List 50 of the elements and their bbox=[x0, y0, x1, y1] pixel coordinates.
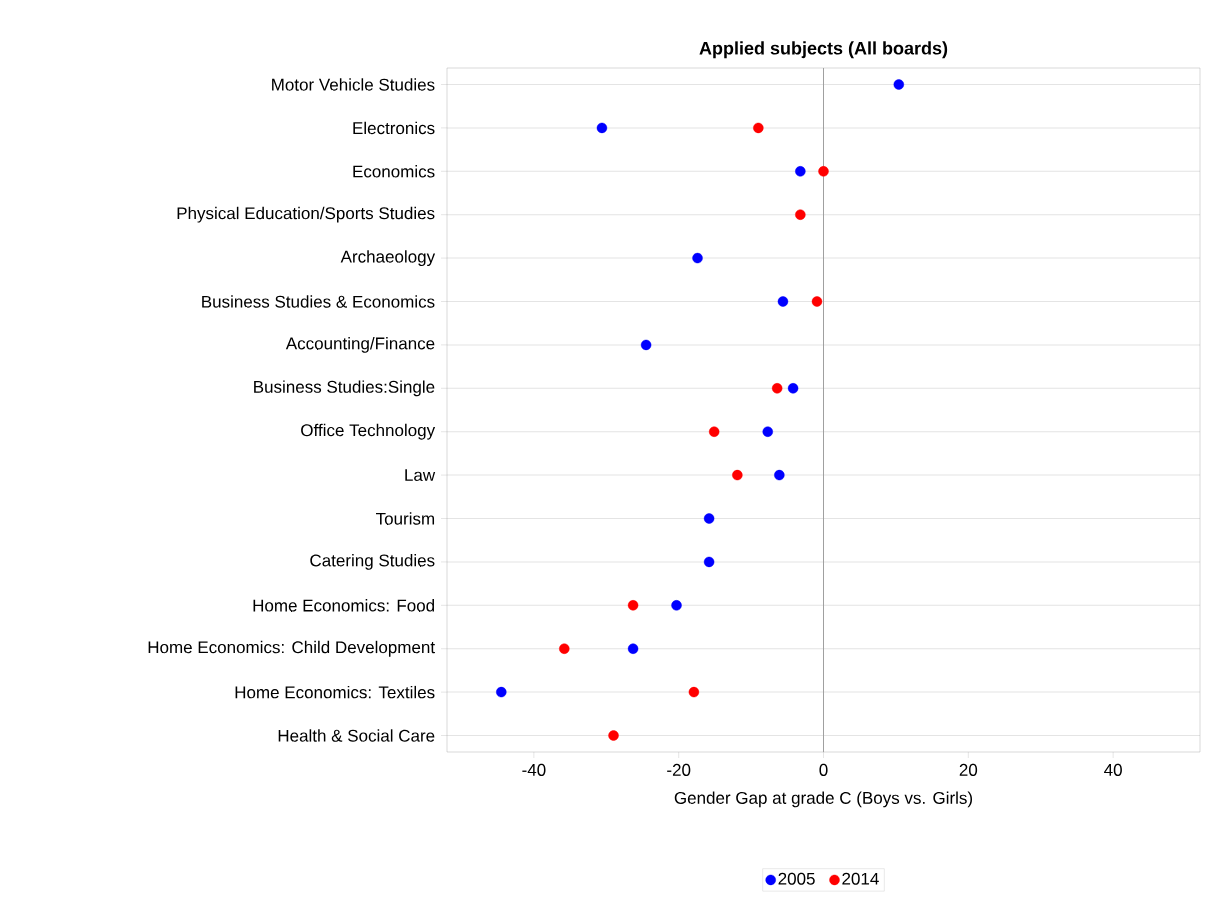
point bbox=[774, 469, 785, 481]
x-tick-label: -20 bbox=[667, 763, 691, 776]
y-tick-label: Archaeology bbox=[340, 250, 436, 267]
y-tick-label: Office Technology bbox=[301, 423, 436, 440]
y-tick-label: Business Studies & Economics bbox=[202, 295, 435, 308]
x-tick-label: -40 bbox=[522, 763, 546, 776]
y-tick-label: Tourism bbox=[376, 512, 435, 525]
point bbox=[692, 252, 703, 264]
point bbox=[559, 643, 570, 654]
point bbox=[703, 556, 715, 568]
point bbox=[688, 686, 700, 698]
point bbox=[596, 122, 608, 134]
y-tick-label: Health & Social Care bbox=[278, 729, 435, 742]
point bbox=[640, 339, 652, 351]
point bbox=[703, 513, 715, 524]
y-tick-label: Electronics bbox=[353, 121, 435, 135]
point bbox=[708, 426, 720, 437]
y-tick-label: Business Studies:Single bbox=[254, 380, 435, 397]
point bbox=[608, 730, 619, 741]
x-tick-label: 40 bbox=[1104, 763, 1122, 776]
point bbox=[893, 79, 905, 90]
y-tick-label: Physical Education/Sports Studies bbox=[177, 206, 435, 223]
point bbox=[818, 166, 829, 177]
legend-label: 2014 bbox=[842, 872, 879, 885]
y-tick-label: Home Economics: Child Development bbox=[148, 640, 435, 657]
x-axis-title: Gender Gap at grade C (Boys vs. Girls) bbox=[674, 791, 973, 808]
point bbox=[762, 426, 773, 437]
point bbox=[811, 296, 823, 307]
point bbox=[627, 643, 639, 654]
point bbox=[795, 209, 806, 220]
y-tick-label: Home Economics: Food bbox=[253, 599, 435, 612]
y-tick-label: Home Economics: Textiles bbox=[235, 685, 435, 699]
x-tick-label: 20 bbox=[959, 763, 978, 776]
point bbox=[753, 122, 764, 134]
y-tick-label: Catering Studies bbox=[310, 554, 435, 570]
y-tick-label: Law bbox=[405, 469, 436, 482]
point bbox=[496, 686, 507, 698]
point bbox=[732, 469, 743, 481]
point bbox=[671, 600, 682, 611]
point bbox=[777, 296, 789, 307]
point bbox=[787, 383, 799, 394]
legend-label: 2005 bbox=[778, 872, 815, 885]
point bbox=[771, 383, 783, 394]
point bbox=[795, 166, 806, 177]
y-tick-label: Motor Vehicle Studies bbox=[272, 78, 435, 91]
chart-title: Applied subjects (All boards) bbox=[699, 41, 948, 59]
y-tick-label: Accounting/Finance bbox=[285, 336, 435, 353]
point bbox=[627, 600, 639, 611]
y-tick-label: Economics bbox=[353, 165, 435, 178]
x-tick-label: 0 bbox=[819, 763, 828, 776]
